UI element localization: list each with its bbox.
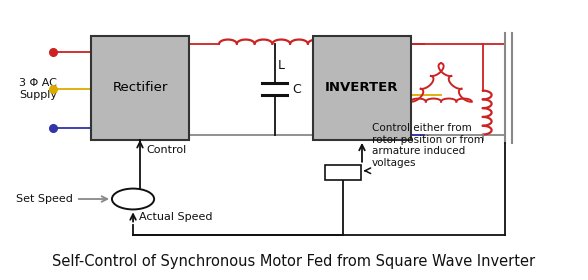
Circle shape <box>112 188 154 209</box>
Text: Control either from
rotor position or from
armature induced
voltages: Control either from rotor position or fr… <box>372 123 483 168</box>
Text: Rectifier: Rectifier <box>112 81 168 94</box>
Bar <box>325 165 360 180</box>
Text: Self-Control of Synchronous Motor Fed from Square Wave Inverter: Self-Control of Synchronous Motor Fed fr… <box>52 254 536 269</box>
Text: 3 Φ AC
Supply: 3 Φ AC Supply <box>19 78 57 100</box>
Bar <box>313 36 410 140</box>
Bar <box>91 36 189 140</box>
Text: C: C <box>292 83 301 96</box>
Text: L: L <box>278 59 285 72</box>
Text: Set Speed: Set Speed <box>16 194 73 204</box>
Text: Control: Control <box>146 145 187 155</box>
Text: INVERTER: INVERTER <box>325 81 399 94</box>
Text: Actual Speed: Actual Speed <box>139 212 212 222</box>
